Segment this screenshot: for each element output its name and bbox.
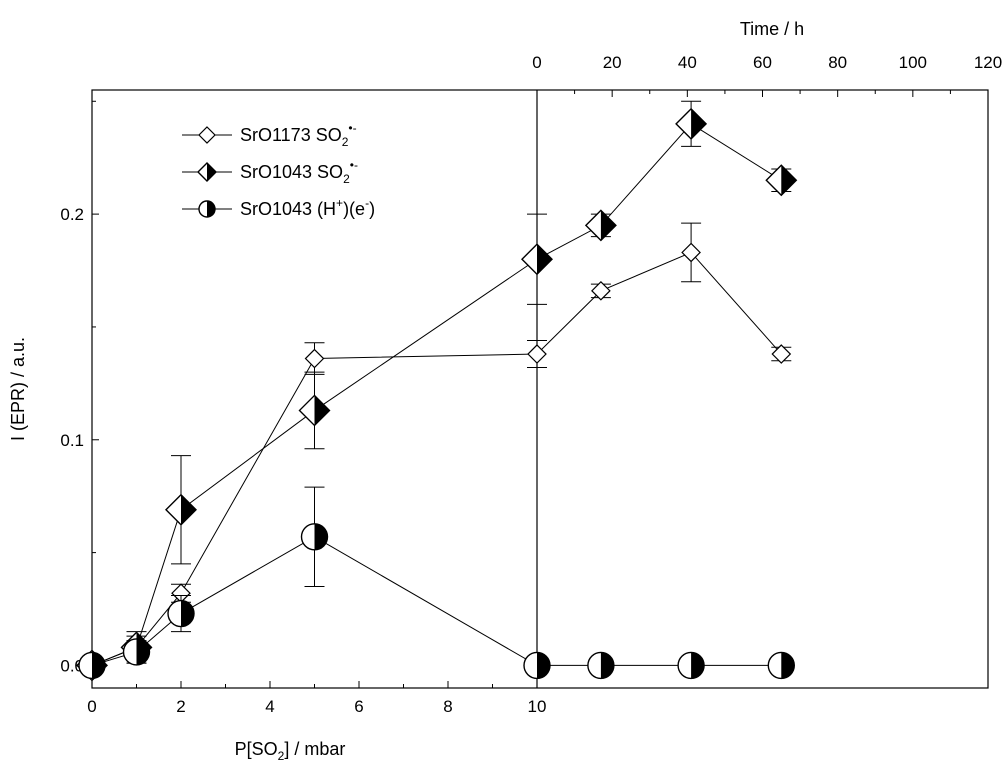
x-bottom-tick-label: 6: [354, 697, 363, 716]
legend-label: SrO1173 SO2•-: [240, 121, 357, 149]
y-tick-label: 0.0: [60, 656, 84, 675]
series-2-point: [122, 638, 151, 666]
legend-label: SrO1043 SO2•-: [240, 158, 358, 186]
series-2: [78, 486, 795, 680]
series-1-point: [165, 493, 197, 526]
legend: SrO1173 SO2•- SrO1043 SO2•- SrO1043 (H+)(e…: [182, 121, 375, 219]
series-1-point: [298, 394, 331, 427]
legend-entry-0: SrO1173 SO2•-: [182, 121, 357, 149]
legend-label: SrO1043 (H+)(e-): [240, 196, 375, 219]
series-1-line: [91, 123, 782, 666]
x-bottom-tick-label: 2: [176, 697, 185, 716]
series-1-point: [675, 107, 708, 140]
x-top-tick-label: 80: [828, 53, 847, 72]
y-axis: 0.0 0.1 0.2 I (EPR) / a.u.: [8, 100, 99, 675]
legend-entry-1: SrO1043 SO2•-: [182, 158, 358, 186]
series-2-point: [167, 599, 195, 628]
series-0-point: [527, 344, 547, 364]
x-top-tick-label: 40: [678, 53, 697, 72]
series-0-point: [591, 280, 611, 301]
plot-border: [91, 89, 989, 689]
series-2-line: [91, 536, 782, 666]
x-top-tick-label: 60: [753, 53, 772, 72]
x-top-tick-label: 20: [603, 53, 622, 72]
x-top-axis-title: Time / h: [740, 19, 804, 39]
x-bottom-axis-title: P[SO2] / mbar: [235, 739, 346, 763]
series-2-point: [587, 651, 615, 680]
series-2-point: [677, 651, 705, 680]
series-1-point: [521, 243, 553, 276]
x-top-tick-label: 100: [899, 53, 927, 72]
series-0-point: [771, 344, 792, 364]
x-top-tick-label: 120: [974, 53, 1002, 72]
legend-entry-2: SrO1043 (H+)(e-): [182, 196, 375, 219]
y-axis-title: I (EPR) / a.u.: [8, 337, 28, 441]
x-bottom-tick-label: 8: [443, 697, 452, 716]
x-bottom-tick-label: 10: [528, 697, 547, 716]
series-0-point: [681, 242, 701, 263]
series-2-point: [767, 651, 795, 680]
series-2-point: [523, 651, 551, 680]
y-tick-label: 0.1: [60, 431, 84, 450]
series-0-line: [91, 251, 782, 666]
series-1-point: [765, 164, 798, 197]
legend-marker: [197, 162, 217, 182]
series-1-point: [584, 209, 617, 242]
series-2-point: [300, 523, 329, 551]
series-layer: [76, 100, 798, 682]
x-bottom-tick-label: 0: [87, 697, 96, 716]
x-axis-time: 0 20 40 60 80 100 120 Time / h: [532, 19, 1002, 97]
series-2-point: [78, 651, 106, 680]
plot-frame: [91, 89, 989, 689]
legend-marker: [198, 126, 216, 144]
legend-marker: [198, 200, 216, 218]
x-top-tick-label: 0: [532, 53, 541, 72]
x-axis-pressure: 0 2 4 6 8 10 P[SO2] / mbar: [87, 681, 546, 763]
x-bottom-tick-label: 4: [265, 697, 274, 716]
y-tick-label: 0.2: [60, 205, 84, 224]
series-0-point: [304, 348, 325, 369]
